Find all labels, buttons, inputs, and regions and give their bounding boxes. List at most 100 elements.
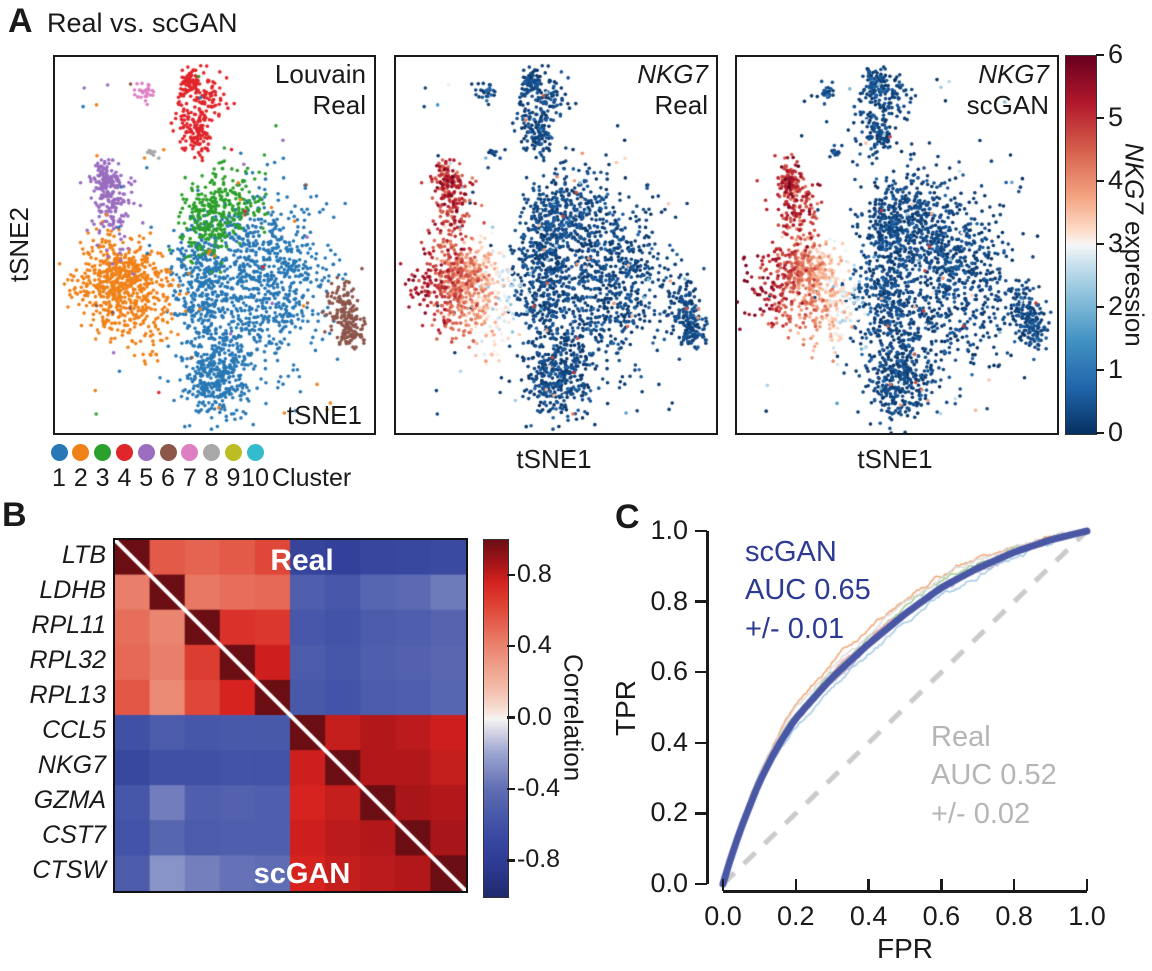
roc-x-tick-label: 0.0 — [704, 901, 742, 931]
roc-x-tick-label: 0.4 — [849, 901, 888, 931]
tsne-scatter-canvas — [396, 57, 716, 433]
correlation-colorbar-tick — [507, 644, 515, 648]
cluster-legend-number: 10 — [241, 464, 270, 492]
panel-a-letter: A — [8, 2, 33, 40]
expression-colorbar-tick-label: 1 — [1108, 354, 1124, 384]
roc-x-tick — [867, 879, 870, 891]
cluster-legend-dot — [181, 444, 199, 461]
nkg7-expression-colorbar — [1065, 55, 1097, 435]
cluster-legend-number: 6 — [161, 464, 175, 492]
expression-colorbar-tick — [1096, 179, 1104, 183]
cluster-legend-dot — [50, 444, 68, 461]
colorbar-label-rest: expression — [1119, 213, 1150, 347]
cluster-legend-number: 5 — [139, 464, 154, 492]
tsne-scatter-canvas — [737, 57, 1057, 433]
roc-y-tick — [695, 812, 707, 815]
tsne2-axis-label: tSNE2 — [3, 207, 34, 283]
cluster-legend-dot — [224, 444, 242, 461]
roc-x-axis-line — [723, 890, 1087, 893]
correlation-colorbar-tick — [507, 716, 515, 719]
cluster-legend-number: 1 — [52, 464, 66, 492]
cluster-legend-dot — [246, 444, 264, 461]
panel-c-letter: C — [615, 498, 640, 536]
roc-y-axis-line — [706, 531, 709, 884]
gene-label-ccl5: CCL5 — [42, 716, 106, 745]
roc-x-tick — [721, 879, 725, 891]
tsne-plot-nkg7-scgan: NKG7 scGAN — [735, 55, 1059, 435]
real-annotation-line: AUC 0.52 — [931, 759, 1057, 792]
scgan-annotation-line: AUC 0.65 — [745, 574, 871, 607]
tsne-scatter-canvas — [55, 57, 374, 433]
correlation-colorbar-tick — [507, 573, 515, 576]
expression-colorbar-tick — [1096, 116, 1104, 120]
cluster-legend-number: 3 — [95, 464, 110, 492]
panel-b-letter: B — [2, 496, 27, 534]
correlation-colorbar-tick — [507, 787, 515, 791]
cluster-legend-number: 2 — [73, 464, 88, 492]
tsne-plot-nkg7-real: NKG7 Real — [394, 55, 718, 435]
corner-line-1: NKG7 — [978, 59, 1049, 89]
cluster-legend-number: 7 — [182, 464, 197, 492]
roc-y-tick — [695, 600, 707, 603]
roc-x-tick-label: 0.6 — [922, 901, 961, 931]
corner-line-1: Louvain — [274, 59, 366, 89]
correlation-colorbar-tick-label: -0.4 — [517, 773, 561, 802]
cluster-legend-label: Cluster — [272, 464, 352, 492]
scgan-auc-annotation: scGAN AUC 0.65 +/- 0.01 — [745, 533, 871, 648]
gene-label-rpl11: RPL11 — [31, 610, 106, 639]
expression-colorbar-tick-label: 0 — [1108, 417, 1124, 447]
roc-y-tick-label: 0.0 — [650, 868, 688, 898]
fpr-axis-label: FPR — [877, 933, 933, 964]
cluster-legend-dot — [115, 444, 133, 461]
cluster-legend-dot — [137, 444, 155, 461]
roc-y-tick — [695, 741, 707, 745]
real-auc-annotation: Real AUC 0.52 +/- 0.02 — [931, 718, 1057, 833]
roc-x-tick-label: 1.0 — [1068, 901, 1106, 931]
roc-y-tick-label: 1.0 — [650, 515, 688, 545]
gene-label-rpl13: RPL13 — [29, 680, 106, 709]
gene-label-nkg7: NKG7 — [37, 751, 106, 780]
expression-colorbar-tick-label: 5 — [1108, 102, 1124, 132]
correlation-colorbar-tick-label: -0.8 — [517, 845, 561, 874]
cluster-legend-dot — [203, 444, 221, 461]
real-annotation-line: Real — [931, 721, 991, 753]
real-annotation-line: +/- 0.02 — [931, 797, 1031, 830]
roc-y-tick — [695, 670, 707, 674]
scgan-annotation-line: scGAN — [745, 536, 837, 568]
roc-y-tick-label: 0.8 — [650, 585, 688, 616]
correlation-colorbar-tick-label: 0.0 — [517, 702, 552, 731]
correlation-colorbar — [483, 539, 509, 898]
roc-x-tick — [1012, 879, 1016, 891]
corner-line-1: NKG7 — [637, 59, 708, 89]
heatmap-lower-triangle-label: scGAN — [253, 858, 351, 890]
expression-colorbar-tick — [1096, 305, 1104, 309]
expression-colorbar-tick-label: 2 — [1108, 291, 1124, 321]
gene-label-cst7: CST7 — [42, 821, 106, 850]
roc-curves-canvas — [650, 495, 1120, 915]
roc-y-tick-label: 0.4 — [650, 726, 688, 757]
tsne1-axis-label: tSNE1 — [516, 444, 592, 474]
nkg7-expression-colorbar-label: NKG7 expression — [1118, 55, 1150, 435]
gene-label-rpl32: RPL32 — [29, 645, 106, 674]
expression-colorbar-tick-label: 6 — [1108, 39, 1124, 69]
panel-a-title: Real vs. scGAN — [47, 8, 238, 38]
correlation-colorbar-tick — [507, 859, 515, 862]
plot-corner-label: Louvain Real — [275, 59, 366, 120]
cluster-legend-number: 4 — [117, 464, 132, 492]
gene-label-ltb: LTB — [62, 540, 106, 569]
expression-colorbar-tick — [1096, 431, 1104, 435]
expression-colorbar-tick-label: 4 — [1108, 165, 1124, 195]
roc-x-tick-label: 0.2 — [777, 901, 815, 931]
expression-colorbar-tick — [1096, 242, 1104, 246]
roc-y-tick-label: 0.2 — [650, 797, 688, 828]
expression-colorbar-tick-label: 3 — [1108, 228, 1124, 258]
cluster-legend-number: 9 — [226, 464, 241, 492]
roc-x-tick — [794, 879, 798, 891]
tpr-axis-label: TPR — [610, 679, 641, 736]
cluster-legend-number: 8 — [204, 464, 219, 492]
scgan-annotation-line: +/- 0.01 — [745, 612, 845, 645]
gene-label-ctsw: CTSW — [32, 856, 106, 885]
roc-y-tick — [695, 882, 707, 886]
roc-x-tick — [940, 879, 943, 891]
